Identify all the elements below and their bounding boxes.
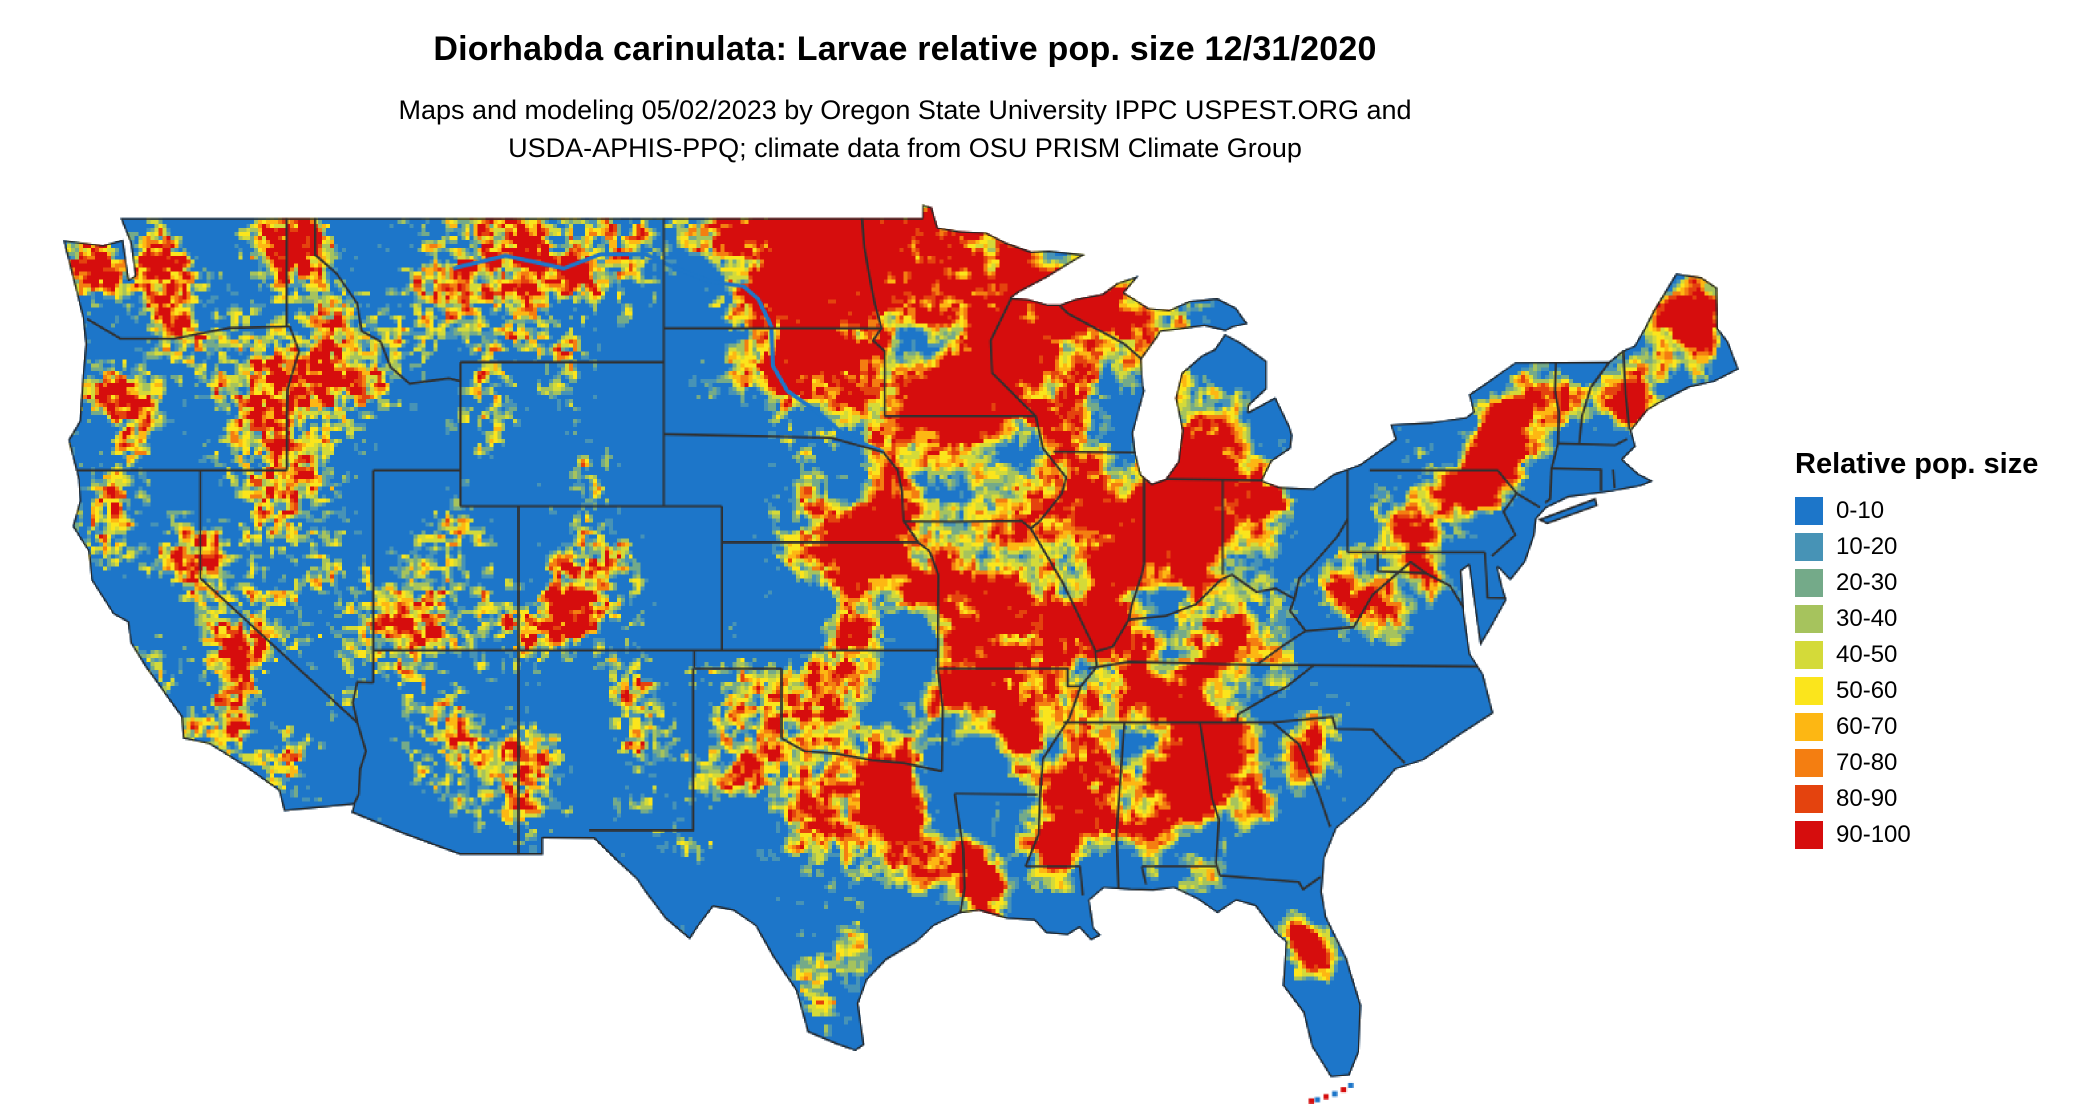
legend-label: 50-60 [1836,677,1898,704]
legend-label: 10-20 [1836,533,1898,560]
legend-swatch [1795,713,1823,741]
legend-swatch [1795,569,1823,597]
legend-item: 20-30 [1795,569,2085,597]
legend-label: 40-50 [1836,641,1898,668]
legend-label: 60-70 [1836,713,1898,740]
legend-label: 90-100 [1836,821,1911,848]
subtitle-line-1: Maps and modeling 05/02/2023 by Oregon S… [398,95,1412,125]
legend-title: Relative pop. size [1795,448,2039,480]
legend-swatch [1795,749,1823,777]
legend-item: 50-60 [1795,677,2085,705]
legend-item: 60-70 [1795,713,2085,741]
page-subtitle: Maps and modeling 05/02/2023 by Oregon S… [55,92,1755,168]
legend-swatch [1795,605,1823,633]
legend-label: 70-80 [1836,749,1898,776]
legend-item: 80-90 [1795,785,2085,813]
legend-swatch [1795,641,1823,669]
legend-label: 20-30 [1836,569,1898,596]
us-map-canvas [55,200,1755,1108]
legend-items: 0-10 10-20 20-30 30-40 40-50 50-60 60-70 70-80 8… [1795,497,2085,849]
legend-swatch [1795,497,1823,525]
legend-label: 80-90 [1836,785,1898,812]
legend-item: 70-80 [1795,749,2085,777]
legend-label: 30-40 [1836,605,1898,632]
legend-label: 0-10 [1836,497,1885,524]
legend-swatch [1795,533,1823,561]
legend: Relative pop. size 0-10 10-20 20-30 30-40 40… [1795,448,2085,857]
us-map [55,200,1755,1108]
legend-swatch [1795,785,1823,813]
legend-swatch [1795,821,1823,849]
legend-item: 10-20 [1795,533,2085,561]
subtitle-line-2: USDA-APHIS-PPQ; climate data from OSU PR… [508,132,1302,163]
page-title: Diorhabda carinulata: Larvae relative po… [433,30,1377,68]
legend-swatch [1795,677,1823,705]
legend-item: 30-40 [1795,605,2085,633]
legend-item: 90-100 [1795,821,2085,849]
legend-item: 0-10 [1795,497,2085,525]
legend-item: 40-50 [1795,641,2085,669]
